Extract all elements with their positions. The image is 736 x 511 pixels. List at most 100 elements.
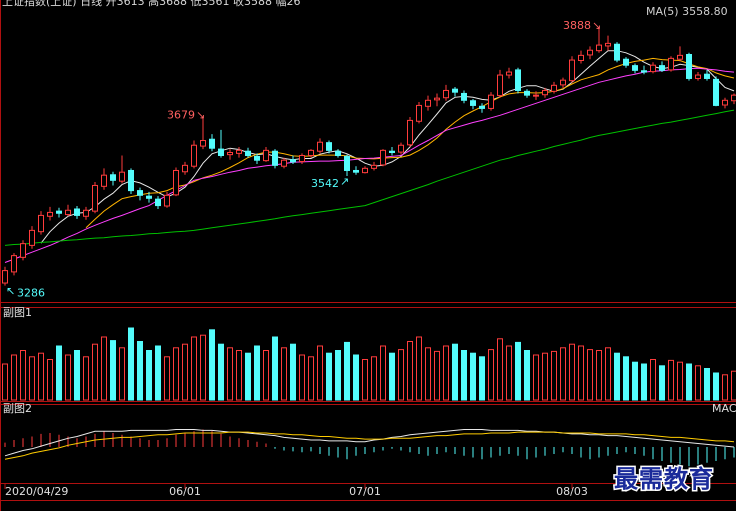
candle-body <box>317 141 323 152</box>
volume-bar <box>146 350 152 401</box>
volume-bar <box>596 350 602 401</box>
volume-bar <box>731 370 736 401</box>
candle-body <box>371 164 377 169</box>
volume-bar <box>605 347 611 401</box>
volume-bar <box>389 352 395 401</box>
plot-layer: 2020/04/29 06/01 07/01 08/03 <box>2 27 736 498</box>
volume-bar <box>641 363 647 401</box>
volume-bar <box>677 361 683 401</box>
volume-bar <box>497 338 503 401</box>
candle-body <box>218 148 224 157</box>
volume-bar <box>110 340 116 401</box>
volume-bar <box>695 365 701 401</box>
annotation: 3286 <box>17 287 45 300</box>
volume-bar <box>281 347 287 401</box>
annotation-arrow: ↗ <box>340 175 349 188</box>
candle-body <box>65 209 71 216</box>
volume-bar <box>686 363 692 401</box>
volume-bar <box>245 352 251 401</box>
candle-body <box>155 198 161 207</box>
ma-label: MA(5) 3558.80 <box>646 5 728 18</box>
line <box>4 67 735 263</box>
volume-bar <box>461 350 467 401</box>
candle-body <box>110 174 116 181</box>
volume-bar <box>290 343 296 401</box>
volume-bar <box>704 368 710 401</box>
candle-body <box>650 64 656 73</box>
volume-bar <box>182 343 188 401</box>
volume-bar <box>326 352 332 401</box>
volume-bar <box>380 345 386 401</box>
candle-body <box>101 174 107 187</box>
volume-bar <box>551 350 557 401</box>
pane-title: 副图2 <box>3 402 32 415</box>
candle-body <box>722 99 728 106</box>
volume-bar <box>191 336 197 401</box>
volume-bar <box>173 347 179 401</box>
candle-body <box>173 169 179 196</box>
line <box>4 429 735 457</box>
candle-body <box>11 255 17 273</box>
volume-bar <box>263 350 269 401</box>
candle-body <box>182 164 188 173</box>
volume-bar <box>452 343 458 401</box>
candle-body <box>281 159 287 167</box>
volume-bar <box>533 354 539 401</box>
candle-body <box>659 65 665 71</box>
candle-body <box>56 210 62 214</box>
volume-bar <box>443 345 449 401</box>
candle-body <box>272 150 278 166</box>
candle-body <box>191 144 197 167</box>
candle-body <box>470 100 476 106</box>
candle-body <box>29 229 35 246</box>
candle-body <box>362 167 368 174</box>
candle-body <box>344 155 350 171</box>
candle-body <box>443 89 449 99</box>
volume-bar <box>11 354 17 401</box>
macd-label: MACD <box>712 402 736 415</box>
candle-body <box>200 140 206 147</box>
volume-bar <box>416 336 422 401</box>
volume-bar <box>722 374 728 401</box>
volume-bar <box>65 354 71 401</box>
volume-bar <box>164 356 170 401</box>
volume-bar <box>569 343 575 401</box>
candle-body <box>380 149 386 166</box>
volume-bar <box>74 350 80 401</box>
candle-body <box>353 169 359 173</box>
volume-bar <box>92 343 98 401</box>
candle-body <box>290 159 296 163</box>
candle-body <box>488 94 494 109</box>
volume-bar <box>137 341 143 401</box>
volume-bar <box>362 359 368 401</box>
volume-bar <box>56 345 62 401</box>
volume-bar <box>524 350 530 401</box>
candle-body <box>452 88 458 93</box>
candle-body <box>128 169 134 192</box>
volume-bar <box>119 347 125 401</box>
volume-bar <box>542 352 548 401</box>
candle-body <box>299 155 305 162</box>
candle-body <box>632 65 638 71</box>
candle-body <box>209 138 215 149</box>
volume-bar <box>236 350 242 401</box>
candle-body <box>398 144 404 153</box>
candle-body <box>569 59 575 82</box>
candle-body <box>578 54 584 61</box>
volume-bar <box>254 345 260 401</box>
candle-body <box>20 243 26 258</box>
volume-bar <box>317 345 323 401</box>
volume-bar <box>623 356 629 401</box>
volume-bar <box>578 345 584 401</box>
candle-body <box>623 58 629 66</box>
volume-bar <box>470 352 476 401</box>
candle-body <box>416 104 422 122</box>
candle-body <box>335 150 341 156</box>
x-tick-label: 07/01 <box>349 485 381 498</box>
candle-body <box>560 79 566 86</box>
volume-bar <box>200 334 206 401</box>
annotation-arrow: ↖ <box>6 285 15 298</box>
candle-body <box>137 190 143 196</box>
